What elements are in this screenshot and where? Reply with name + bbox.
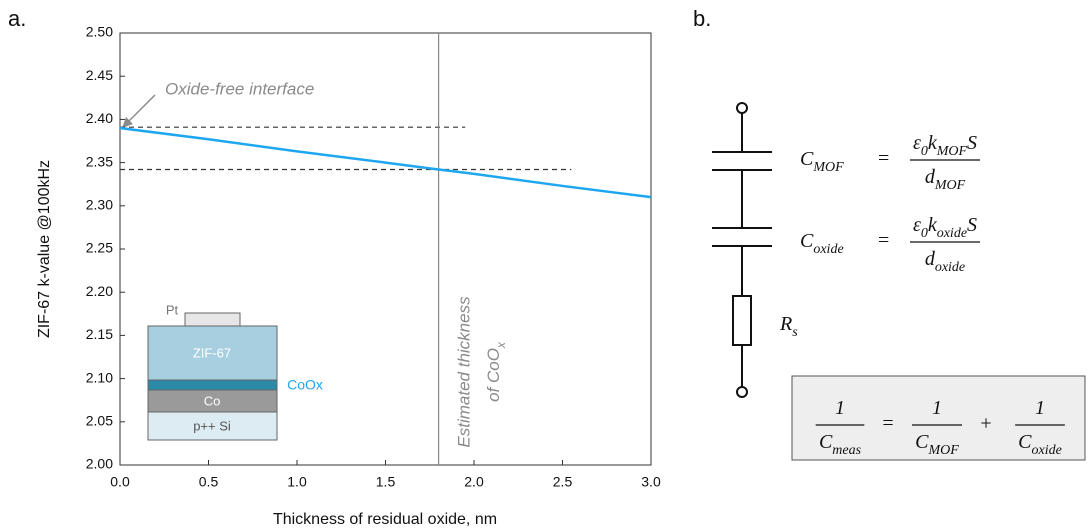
x-tick-label: 2.0 xyxy=(464,474,484,490)
x-tick-label: 3.0 xyxy=(641,474,661,490)
math-text: Rs xyxy=(779,313,798,340)
math-text: C xyxy=(819,431,833,453)
inset-label: p++ Si xyxy=(193,418,231,433)
y-tick-label: 2.50 xyxy=(86,24,113,40)
math-operator: = xyxy=(878,230,889,252)
math-operator: + xyxy=(980,413,991,435)
inset-label: Pt xyxy=(166,302,179,317)
math-text: Cmeas xyxy=(819,431,862,458)
math-text: MOF xyxy=(928,443,960,458)
math-text: 1 xyxy=(835,397,845,419)
annotation: Estimated thickness xyxy=(454,296,473,448)
math-text: oxide xyxy=(937,226,967,241)
x-tick-label: 1.5 xyxy=(376,474,396,490)
x-tick-label: 0.0 xyxy=(110,474,130,490)
math-text: 1 xyxy=(932,397,942,419)
math-text: ε xyxy=(913,132,921,154)
y-tick-label: 2.35 xyxy=(86,153,113,169)
math-text: MOF xyxy=(934,178,966,193)
math-text: CMOF xyxy=(915,431,959,458)
device-inset: Pt ZIF-67 CoOx Co p++ Si xyxy=(147,302,323,441)
y-tick-label: 2.15 xyxy=(86,326,113,342)
inset-label: CoOx xyxy=(287,377,323,393)
math-text: ε xyxy=(913,214,921,236)
math-text: s xyxy=(792,325,798,340)
math-text: d xyxy=(925,248,936,270)
math-text: C xyxy=(1018,431,1032,453)
y-tick-label: 2.45 xyxy=(86,67,113,83)
annotation: of CoO xyxy=(484,348,503,402)
y-tick-label: 2.20 xyxy=(86,283,113,299)
math-text: oxide xyxy=(1032,443,1062,458)
inset-label: ZIF-67 xyxy=(193,345,231,360)
y-tick-label: 2.40 xyxy=(86,110,113,126)
math-text: doxide xyxy=(925,248,965,275)
math-text: C xyxy=(800,230,814,252)
x-tick-label: 0.5 xyxy=(199,474,219,490)
math-text: C xyxy=(800,148,814,170)
x-tick-label: 2.5 xyxy=(553,474,573,490)
math-text: oxide xyxy=(935,260,965,275)
math-text: meas xyxy=(832,443,861,458)
y-tick-label: 2.10 xyxy=(86,369,113,385)
math-text: CMOF xyxy=(800,148,844,175)
x-tick-label: 1.0 xyxy=(287,474,307,490)
circuit xyxy=(712,102,772,398)
math-text: MOF xyxy=(812,160,844,175)
panel-label: b. xyxy=(693,6,711,31)
data-line xyxy=(119,126,652,199)
x-axis-title: Thickness of residual oxide, nm xyxy=(273,511,497,528)
y-tick-label: 2.05 xyxy=(86,413,113,429)
math-text: 1 xyxy=(1035,397,1045,419)
math-operator: = xyxy=(878,148,889,170)
math-text: 0 xyxy=(921,226,928,241)
math-text: S xyxy=(967,132,977,154)
math-operator: = xyxy=(882,413,893,435)
annotation: x xyxy=(494,341,508,349)
y-axis-title: ZIF-67 k-value @100kHz xyxy=(36,160,53,338)
annotation: of CoOx xyxy=(484,341,508,402)
math-text: R xyxy=(779,313,792,335)
math-text: k xyxy=(928,214,938,236)
math-text: C xyxy=(915,431,929,453)
math-text: 0 xyxy=(921,144,928,159)
math-text: MOF xyxy=(936,144,968,159)
math-text: 1 xyxy=(835,397,845,419)
math-text: dMOF xyxy=(925,166,966,193)
math-text: Coxide xyxy=(800,230,844,257)
math-text: k xyxy=(928,132,938,154)
math-text: 1 xyxy=(932,397,942,419)
annotation: Oxide-free interface xyxy=(165,79,314,98)
math-text: oxide xyxy=(813,242,843,257)
y-tick-label: 2.25 xyxy=(86,240,113,256)
math-text: S xyxy=(967,214,977,236)
annotation-arrow xyxy=(122,94,156,128)
math-text: d xyxy=(925,166,936,188)
equation-box xyxy=(791,375,1086,461)
y-tick-label: 2.30 xyxy=(86,197,113,213)
math-text: ε0kMOFS xyxy=(913,132,977,159)
math-text: ε0koxideS xyxy=(913,214,977,241)
math-text: Coxide xyxy=(1018,431,1062,458)
y-tick-label: 2.00 xyxy=(86,456,113,472)
math-text: 1 xyxy=(1035,397,1045,419)
panel-label: a. xyxy=(8,6,26,31)
inset-label: Co xyxy=(204,393,221,408)
